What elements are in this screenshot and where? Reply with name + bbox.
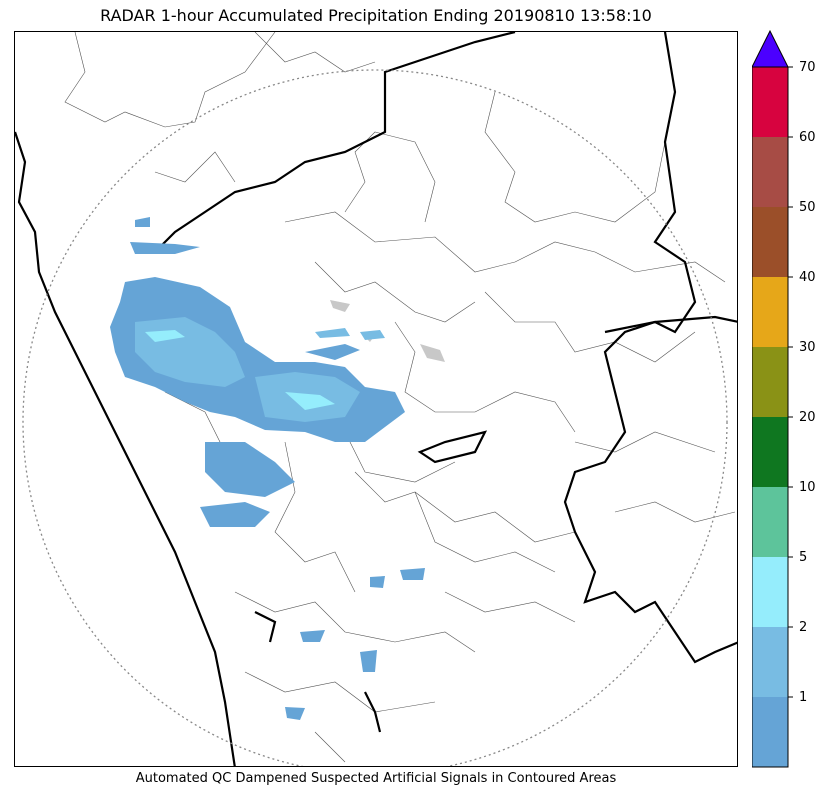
map-title: RADAR 1-hour Accumulated Precipitation E… xyxy=(100,6,652,25)
colorbar-tick-label: 1 xyxy=(799,690,808,705)
map-canvas xyxy=(15,32,737,766)
colorbar-bin xyxy=(752,277,788,347)
colorbar-bin xyxy=(752,627,788,697)
colorbar-bin xyxy=(752,67,788,137)
precip-areas xyxy=(110,217,445,720)
colorbar-bin xyxy=(752,347,788,417)
colorbar-tick-label: 40 xyxy=(799,270,816,285)
colorbar-tick-label: 60 xyxy=(799,130,816,145)
colorbar-tick-label: 10 xyxy=(799,480,816,495)
radar-map xyxy=(14,31,738,767)
colorbar-tick-label: 70 xyxy=(799,60,816,75)
colorbar-bin xyxy=(752,417,788,487)
colorbar-tick-label: 5 xyxy=(799,550,808,565)
colorbar-bin xyxy=(752,557,788,627)
colorbar-tick-label: 50 xyxy=(799,200,816,215)
district-boundaries xyxy=(64,32,736,763)
colorbar-bin xyxy=(752,137,788,207)
colorbar-tick-label: 20 xyxy=(799,410,816,425)
state-boundaries xyxy=(15,32,737,766)
colorbar xyxy=(752,30,793,768)
map-caption: Automated QC Dampened Suspected Artifici… xyxy=(135,771,617,786)
range-ring xyxy=(22,69,728,766)
colorbar-bin xyxy=(752,487,788,557)
colorbar-bin xyxy=(752,697,788,767)
colorbar-extend-triangle xyxy=(752,30,789,68)
colorbar-tick-label: 30 xyxy=(799,340,816,355)
colorbar-tick-label: 2 xyxy=(799,620,808,635)
colorbar-bin xyxy=(752,207,788,277)
colorbar-bins xyxy=(752,66,793,767)
